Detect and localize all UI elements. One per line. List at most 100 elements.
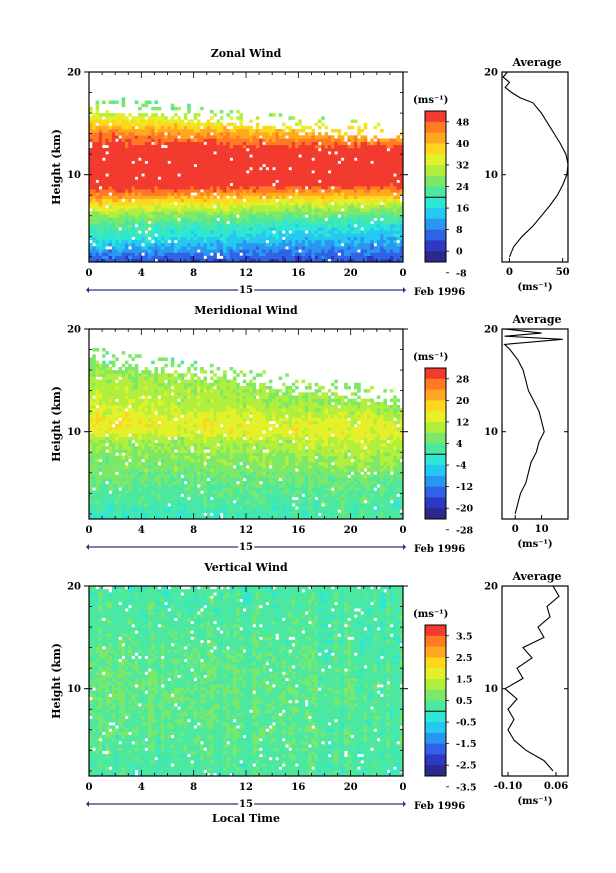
heatmap-cell	[351, 208, 355, 211]
heatmap-cell	[190, 237, 194, 240]
heatmap-cell	[279, 189, 283, 192]
heatmap-cell	[279, 237, 283, 240]
heatmap-cell	[230, 230, 234, 233]
heatmap-cell	[338, 164, 342, 167]
heatmap-cell	[99, 170, 103, 173]
heatmap-cell	[311, 230, 315, 233]
heatmap-cell	[138, 183, 142, 186]
heatmap-cell	[298, 202, 302, 205]
heatmap-cell	[334, 148, 338, 151]
heatmap-cell	[262, 148, 266, 151]
heatmap-cell	[96, 170, 100, 173]
heatmap-cell	[148, 167, 152, 170]
heatmap-cell	[154, 205, 158, 208]
heatmap-cell	[171, 196, 175, 199]
heatmap-cell	[266, 158, 270, 161]
heatmap-cell	[158, 234, 162, 237]
heatmap-cell	[334, 218, 338, 221]
heatmap-cell	[187, 192, 191, 195]
heatmap-cell	[141, 154, 145, 157]
heatmap-cell	[148, 177, 152, 180]
heatmap-cell	[331, 177, 335, 180]
heatmap-cell	[246, 230, 250, 233]
heatmap-cell	[380, 513, 384, 516]
heatmap-cell	[239, 497, 243, 500]
heatmap-cell	[220, 246, 224, 249]
heatmap-cell	[259, 234, 263, 237]
heatmap-cell	[315, 510, 319, 513]
heatmap-cell	[279, 148, 283, 151]
heatmap-cell	[125, 135, 129, 138]
heatmap-cell	[194, 180, 198, 183]
heatmap-cell	[367, 221, 371, 224]
heatmap-cell	[174, 246, 178, 249]
heatmap-cell	[187, 500, 191, 503]
heatmap-cell	[253, 208, 257, 211]
heatmap-cell	[217, 249, 221, 252]
heatmap-cell	[105, 506, 109, 509]
heatmap-cell	[207, 494, 211, 497]
heatmap-cell	[102, 503, 106, 506]
heatmap-cell	[272, 246, 276, 249]
heatmap-cell	[151, 161, 155, 164]
heatmap-cell	[92, 123, 96, 126]
heatmap-cell	[197, 208, 201, 211]
heatmap-cell	[341, 183, 345, 186]
heatmap-cell	[253, 139, 257, 142]
heatmap-cell	[344, 186, 348, 189]
heatmap-cell	[217, 506, 221, 509]
heatmap-cell	[266, 510, 270, 513]
heatmap-cell	[266, 249, 270, 252]
heatmap-cell	[236, 183, 240, 186]
heatmap-cell	[275, 192, 279, 195]
heatmap-cell	[226, 513, 230, 516]
heatmap-cell	[377, 253, 381, 256]
heatmap-cell	[325, 161, 329, 164]
heatmap-cell	[223, 158, 227, 161]
heatmap-cell	[197, 510, 201, 513]
heatmap-cell	[168, 208, 172, 211]
heatmap-cell	[220, 126, 224, 129]
heatmap-cell	[318, 215, 322, 218]
heatmap-cell	[210, 180, 214, 183]
heatmap-cell	[194, 199, 198, 202]
heatmap-cell	[181, 215, 185, 218]
heatmap-cell	[383, 196, 387, 199]
heatmap-cell	[96, 158, 100, 161]
heatmap-cell	[256, 135, 260, 138]
heatmap-cell	[154, 173, 158, 176]
heatmap-cell	[213, 246, 217, 249]
heatmap-cell	[210, 139, 214, 142]
heatmap-cell	[226, 237, 230, 240]
heatmap-cell	[236, 126, 240, 129]
heatmap-cell	[135, 189, 139, 192]
heatmap-cell	[285, 192, 289, 195]
heatmap-cell	[269, 243, 273, 246]
heatmap-cell	[360, 230, 364, 233]
heatmap-cell	[92, 116, 96, 119]
heatmap-cell	[262, 224, 266, 227]
heatmap-cell	[266, 208, 270, 211]
heatmap-cell	[334, 164, 338, 167]
heatmap-cell	[347, 139, 351, 142]
heatmap-cell	[269, 148, 273, 151]
heatmap-cell	[256, 158, 260, 161]
heatmap-cell	[122, 230, 126, 233]
heatmap-cell	[161, 151, 165, 154]
heatmap-cell	[164, 164, 168, 167]
heatmap-cell	[118, 199, 122, 202]
heatmap-cell	[367, 148, 371, 151]
heatmap-cell	[96, 211, 100, 214]
heatmap-cell	[302, 230, 306, 233]
heatmap-cell	[151, 180, 155, 183]
heatmap-cell	[318, 170, 322, 173]
heatmap-cell	[151, 192, 155, 195]
heatmap-cell	[298, 158, 302, 161]
heatmap-cell	[109, 101, 113, 104]
heatmap-cell	[128, 240, 132, 243]
heatmap-cell	[217, 240, 221, 243]
heatmap-cell	[236, 211, 240, 214]
heatmap-cell	[168, 123, 172, 126]
heatmap-cell	[325, 192, 329, 195]
heatmap-cell	[331, 494, 335, 497]
